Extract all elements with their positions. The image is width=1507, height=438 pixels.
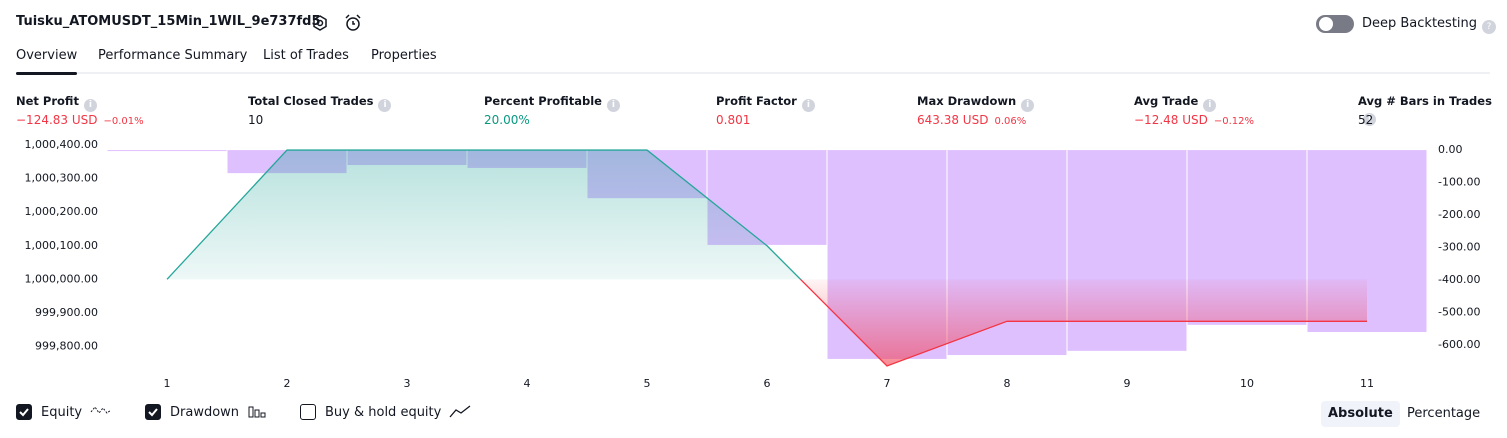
y-tick-label: 1,000,200.00: [25, 205, 98, 218]
info-icon: i: [801, 99, 815, 112]
checkbox[interactable]: [300, 404, 316, 420]
x-tick-label: 8: [1004, 377, 1011, 390]
tab[interactable]: Performance Summary: [98, 48, 248, 63]
info-icon: i: [83, 99, 97, 112]
settings-icon[interactable]: [311, 14, 329, 32]
y-tick-label: 999,800.00: [35, 339, 98, 352]
y2-tick-label: -300.00: [1438, 241, 1480, 254]
chart: 1,000,400.00 1,000,300.00 1,000,200.00 1,00…: [25, 138, 1481, 390]
metric-value: 643.38 USD 0.06%: [917, 113, 1026, 127]
tab[interactable]: Overview: [16, 48, 78, 75]
metric-label-text: Total Closed Trades: [248, 94, 374, 108]
y2-tick-label: -500.00: [1438, 306, 1480, 319]
legend-toggle[interactable]: Drawdown: [145, 404, 269, 420]
metric-value-text: −124.83 USD: [16, 113, 98, 127]
metric-label: Profit Factor i: [716, 94, 815, 112]
metric-value-text: −12.48 USD: [1134, 113, 1208, 127]
toggle-text: Deep Backtesting: [1362, 16, 1478, 31]
metric-label-text: Max Drawdown: [917, 94, 1017, 108]
metric-value-text: 10: [248, 113, 264, 127]
y-tick-label: 1,000,000.00: [25, 272, 98, 285]
metric-percent: 0.06%: [994, 116, 1027, 127]
x-tick-label: 9: [1124, 377, 1131, 390]
tab[interactable]: Properties: [371, 48, 437, 63]
legend-icon-graphic: [449, 405, 471, 418]
x-tick-label: 5: [644, 377, 651, 390]
metric-value-text: 0.801: [716, 113, 751, 127]
metric-label-text: Net Profit: [16, 94, 79, 108]
y2-tick-label: -600.00: [1438, 338, 1480, 351]
y-tick-label: 1,000,400.00: [25, 138, 98, 151]
metric-value: 52: [1358, 113, 1373, 127]
y2-tick-label: 0.00: [1438, 143, 1463, 156]
legend-icon: [90, 404, 112, 420]
x-tick-label: 6: [764, 377, 771, 390]
info-icon: i: [1021, 99, 1035, 112]
checkbox[interactable]: [145, 404, 161, 420]
x-tick-label: 2: [284, 377, 291, 390]
y-tick-label: 1,000,300.00: [25, 172, 98, 185]
legend-label: Buy & hold equity: [325, 404, 442, 420]
metric-label: Avg Trade i: [1134, 94, 1217, 112]
info-icon: i: [1363, 113, 1376, 126]
metric-value: 20.00%: [484, 113, 530, 127]
x-tick-label: 7: [884, 377, 891, 390]
y2-tick-label: -200.00: [1438, 208, 1480, 221]
check-mark: [148, 408, 158, 417]
x-tick-label: 3: [404, 377, 411, 390]
y-tick-label: 1,000,100.00: [25, 239, 98, 252]
x-tick-label: 4: [524, 377, 531, 390]
info-icon: i: [606, 99, 620, 112]
tab[interactable]: List of Trades: [263, 48, 349, 63]
mode-button[interactable]: Absolute: [1321, 401, 1400, 427]
metric-value-text: 20.00%: [484, 113, 530, 127]
mode-button[interactable]: Percentage: [1407, 406, 1481, 421]
metric-label: Max Drawdown i: [917, 94, 1035, 112]
toggle-label: Deep Backtesting?: [1362, 16, 1497, 34]
metric-label: Net Profit i: [16, 94, 97, 112]
checkbox[interactable]: [16, 404, 32, 420]
metric-value: −12.48 USD −0.12%: [1134, 113, 1254, 127]
alert-icon[interactable]: [343, 13, 363, 33]
info-icon: i: [1203, 99, 1217, 112]
metric-label: Total Closed Trades i: [248, 94, 392, 112]
metric-label: Avg # Bars in Trades i: [1358, 94, 1507, 126]
x-tick-label: 10: [1240, 377, 1254, 390]
legend-icon-graphic: [90, 406, 112, 414]
legend-label: Drawdown: [170, 404, 240, 420]
strategy-title: Tuisku_ATOMUSDT_15Min_1WIL_9e737fd5: [16, 14, 321, 29]
y2-tick-label: -100.00: [1438, 176, 1480, 189]
drawdown-bar: [107, 150, 227, 152]
metric-percent: −0.01%: [103, 116, 144, 127]
y-tick-label: 999,900.00: [35, 306, 98, 319]
metric-value-text: 643.38 USD: [917, 113, 989, 127]
legend-icon: [247, 404, 269, 420]
x-tick-label: 11: [1360, 377, 1374, 390]
tab-divider: [16, 72, 1490, 74]
metric-value: −124.83 USD −0.01%: [16, 113, 144, 127]
legend-toggle[interactable]: Buy & hold equity: [300, 404, 471, 420]
legend-toggle[interactable]: Equity: [16, 404, 112, 420]
metric-label: Percent Profitable i: [484, 94, 620, 112]
equity-area: [167, 150, 1367, 366]
metric-value: 0.801: [716, 113, 750, 127]
legend-icon: [449, 404, 471, 420]
metric-label-text: Avg # Bars in Trades: [1358, 94, 1492, 108]
legend-icon-graphic: [248, 406, 266, 418]
toggle-switch[interactable]: [1315, 14, 1355, 34]
metric-label-text: Avg Trade: [1134, 94, 1199, 108]
x-tick-label: 1: [164, 377, 171, 390]
legend-label: Equity: [41, 404, 83, 420]
metric-value: 10: [248, 113, 263, 127]
metric-value-text: 52: [1358, 113, 1374, 127]
y2-tick-label: -400.00: [1438, 273, 1480, 286]
equity-line: [166, 149, 1367, 367]
check-mark: [19, 408, 29, 417]
metric-label-text: Profit Factor: [716, 94, 797, 108]
metric-label-text: Percent Profitable: [484, 94, 602, 108]
metric-percent: −0.12%: [1213, 116, 1255, 127]
info-icon: i: [378, 99, 392, 112]
